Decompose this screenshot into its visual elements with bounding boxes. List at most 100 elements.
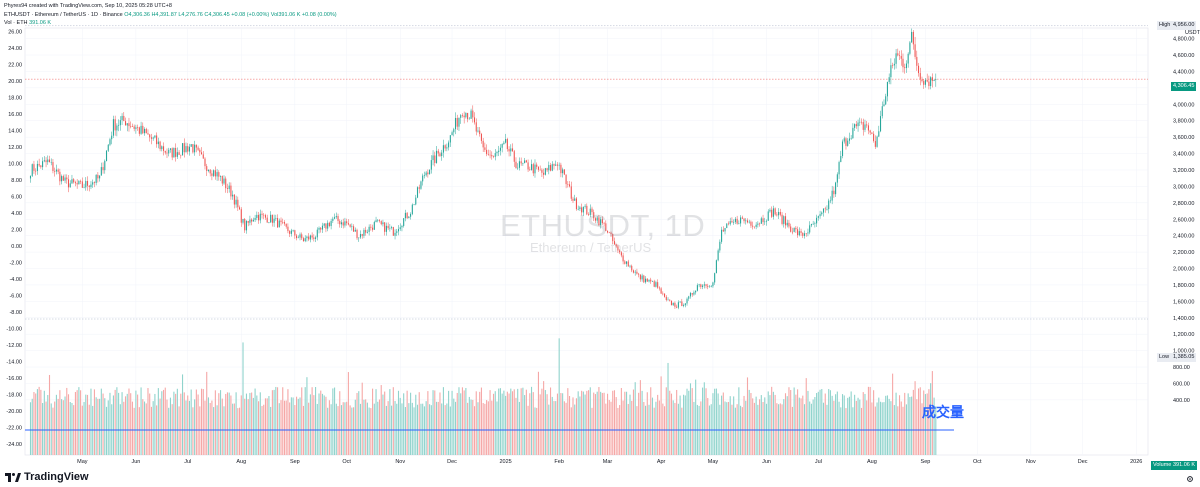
- candle-body: [764, 221, 766, 223]
- volume-bar: [337, 406, 339, 455]
- volume-bar: [935, 406, 937, 455]
- left-axis-tick: -20.00: [6, 409, 22, 415]
- candle-body: [703, 284, 705, 286]
- candle-body: [221, 176, 223, 184]
- candle-body: [572, 198, 574, 201]
- volume-bar: [626, 391, 628, 455]
- volume-bar: [235, 392, 237, 455]
- volume-bar: [458, 387, 460, 455]
- candle-body: [510, 148, 512, 152]
- x-axis-tick: Sep: [921, 459, 931, 465]
- candle-body: [149, 134, 151, 138]
- symbol-legend[interactable]: ETHUSDT · Ethereum / TetherUS · 1D · Bin…: [4, 12, 337, 18]
- volume-bar: [61, 399, 63, 455]
- candle-body: [239, 207, 241, 210]
- left-axis-tick: -8.00: [9, 310, 22, 316]
- x-axis-tick: Jul: [815, 459, 822, 465]
- candle-body: [176, 152, 178, 157]
- candle-body: [881, 106, 883, 117]
- candle-body: [240, 209, 242, 223]
- candle-body: [216, 172, 218, 177]
- volume-bar: [435, 401, 438, 455]
- volume-bar: [423, 406, 425, 455]
- candle-body: [156, 135, 158, 145]
- volume-bar: [814, 397, 816, 455]
- candle-body: [299, 234, 301, 238]
- candle-body: [306, 236, 308, 239]
- volume-bar: [867, 386, 869, 455]
- volume-bar: [536, 407, 538, 455]
- candle-body: [183, 143, 185, 153]
- candle-body: [38, 163, 40, 166]
- volume-bar: [339, 391, 341, 455]
- volume-bar: [42, 403, 44, 455]
- volume-legend-values: Vol391.06 K +0.08 (0.00%): [270, 12, 337, 18]
- volume-bar: [468, 396, 470, 455]
- volume-bar: [323, 395, 325, 455]
- volume-bar: [686, 388, 688, 455]
- volume-bar: [245, 393, 248, 455]
- volume-bar: [828, 389, 830, 455]
- volume-bar: [829, 390, 831, 455]
- volume-bar: [124, 396, 127, 455]
- candle-body: [524, 160, 526, 164]
- candle-body: [308, 236, 310, 240]
- candle-body: [791, 231, 793, 233]
- volume-bar: [657, 394, 659, 455]
- volume-bar: [460, 393, 462, 455]
- volume-bar: [266, 398, 268, 455]
- tradingview-logo[interactable]: TradingView: [5, 471, 89, 483]
- volume-bar: [372, 388, 374, 455]
- volume-bar: [486, 400, 488, 455]
- volume-bar: [275, 386, 277, 455]
- volume-bar: [750, 392, 752, 455]
- volume-legend[interactable]: Vol · ETH 391.06 K: [4, 20, 51, 26]
- candle-body: [741, 217, 743, 219]
- candle-body: [909, 42, 911, 54]
- candle-body: [624, 261, 626, 264]
- candle-body: [653, 281, 655, 287]
- left-axis-tick: 16.00: [8, 112, 22, 118]
- volume-bar: [705, 388, 707, 455]
- volume-bar: [752, 398, 754, 455]
- volume-bar: [477, 402, 479, 455]
- candle-body: [446, 147, 448, 149]
- volume-bar: [403, 393, 405, 455]
- candle-body: [404, 212, 406, 219]
- candle-body: [337, 216, 339, 221]
- candle-body: [672, 302, 674, 306]
- volume-bar: [152, 401, 154, 455]
- left-axis-tick: 10.00: [8, 162, 22, 168]
- volume-bar: [779, 403, 781, 455]
- volume-bar: [69, 401, 71, 455]
- volume-bar: [207, 397, 210, 455]
- volume-legend-label: Vol · ETH: [4, 20, 28, 26]
- gear-icon[interactable]: [1186, 475, 1194, 483]
- volume-bar: [575, 398, 578, 455]
- volume-bar: [256, 395, 258, 455]
- volume-bar: [225, 393, 227, 455]
- volume-bar: [543, 381, 545, 455]
- candle-body: [254, 217, 256, 220]
- candle-body: [159, 141, 161, 150]
- volume-bar: [126, 393, 128, 455]
- volume-bar: [448, 390, 450, 455]
- volume-bar: [114, 389, 116, 455]
- volume-bar: [537, 371, 539, 455]
- candle-body: [772, 208, 774, 217]
- candle-body: [726, 223, 728, 229]
- volume-bar: [836, 391, 838, 455]
- candle-body: [413, 204, 415, 206]
- candle-body: [759, 223, 761, 225]
- candle-body: [164, 150, 166, 153]
- candle-body: [575, 198, 578, 210]
- volume-bar: [684, 395, 686, 455]
- volume-bar: [641, 390, 643, 455]
- candle-body: [442, 145, 444, 153]
- volume-bar: [202, 389, 204, 455]
- volume-bar: [282, 387, 284, 455]
- candle-body: [138, 127, 140, 134]
- candle-body: [411, 204, 413, 215]
- candle-body: [66, 177, 68, 180]
